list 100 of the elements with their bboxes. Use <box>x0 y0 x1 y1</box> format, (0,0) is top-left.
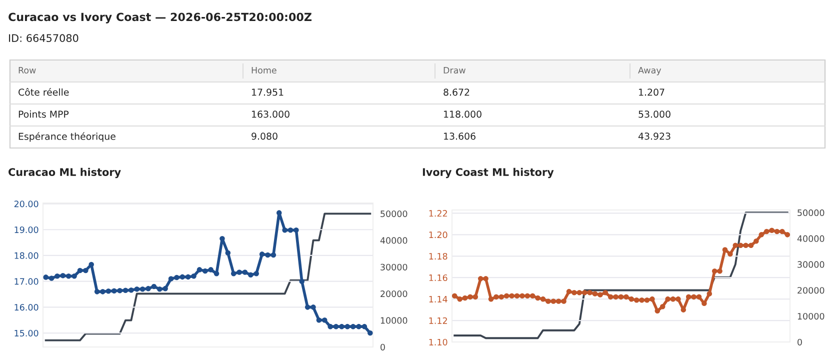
point <box>362 324 368 330</box>
y2-tick-label: 10000 <box>798 312 824 320</box>
y2-tick-label: 20000 <box>798 287 824 294</box>
point <box>140 286 146 292</box>
point <box>111 288 117 294</box>
point <box>356 324 362 330</box>
point <box>128 287 134 293</box>
y-tick-label: 17.00 <box>14 278 38 285</box>
y-tick-label: 15.00 <box>14 330 38 336</box>
text: 163.000 <box>252 110 290 118</box>
y-tick-label: 1.20 <box>429 232 448 238</box>
point <box>72 274 77 279</box>
y2-tick-label: 30000 <box>798 261 824 268</box>
point <box>310 304 316 310</box>
point <box>225 250 231 256</box>
y2-tick-label: 40000 <box>797 235 824 242</box>
text: 1.207 <box>639 88 664 96</box>
y2-tick-label: 10000 <box>380 317 408 324</box>
point <box>162 286 168 292</box>
point <box>248 272 254 278</box>
point <box>174 274 180 280</box>
y-tick-label: 1.16 <box>429 274 448 282</box>
chart-title: Ivory Coast ML history <box>422 168 554 178</box>
point <box>60 273 66 278</box>
y2-tick-label: 30000 <box>380 264 408 270</box>
point <box>122 288 128 294</box>
text: Row <box>18 67 36 74</box>
point <box>344 324 350 330</box>
text: Points MPP <box>18 110 69 118</box>
text: 8.672 <box>444 88 470 96</box>
point <box>294 228 299 233</box>
point <box>185 274 191 280</box>
point <box>66 274 72 279</box>
text: Home <box>252 67 276 74</box>
point <box>202 268 208 274</box>
point <box>333 324 339 330</box>
point <box>77 268 83 274</box>
point <box>276 210 282 216</box>
chart-title: Curacao ML history <box>8 168 121 178</box>
text: Away <box>638 67 662 76</box>
point <box>157 286 162 292</box>
point <box>220 236 225 242</box>
y2-tick-label: 40000 <box>380 237 408 244</box>
point <box>94 289 100 294</box>
y2-tick-label: 50000 <box>798 209 824 216</box>
y-tick-label: 1.22 <box>429 210 447 217</box>
text: Curacao vs Ivory Coast — 2026-06-25T20:00:00Z <box>8 12 312 24</box>
text: Draw <box>444 67 466 74</box>
point <box>254 270 259 276</box>
point <box>270 252 276 258</box>
point <box>106 288 112 294</box>
point <box>350 324 356 330</box>
point <box>83 268 88 274</box>
point <box>368 330 373 336</box>
text: 13.606 <box>444 132 476 140</box>
point <box>339 324 344 330</box>
point <box>180 274 186 280</box>
point <box>265 252 270 258</box>
point <box>208 267 214 272</box>
y2-tick-label: 0 <box>798 338 802 346</box>
point <box>54 274 60 279</box>
point <box>316 317 322 323</box>
point <box>196 267 202 272</box>
point <box>168 276 174 282</box>
y2-tick-label: 0 <box>380 344 385 350</box>
point <box>191 274 196 279</box>
y-tick-label: 1.12 <box>429 317 447 324</box>
text: 43.923 <box>638 132 670 140</box>
text: ID: 66457080 <box>9 34 78 42</box>
y2-tick-label: 50000 <box>380 210 408 218</box>
text: Espérance théorique <box>18 132 116 142</box>
point <box>117 288 122 294</box>
point <box>151 284 157 290</box>
point <box>242 270 248 275</box>
text: 118.000 <box>444 110 482 118</box>
y-tick-label: 19.00 <box>14 226 38 234</box>
y-tick-label: 1.10 <box>429 338 448 346</box>
point <box>304 304 310 310</box>
y-tick-label: 18.00 <box>14 252 38 259</box>
text: 17.951 <box>252 88 284 96</box>
text: Côte réelle <box>18 88 69 96</box>
point <box>134 286 140 292</box>
text: 53.000 <box>638 110 670 118</box>
point <box>230 270 236 276</box>
y-tick-label: 16.00 <box>14 304 38 311</box>
y-tick-label: 1.14 <box>429 296 448 302</box>
point <box>259 252 265 257</box>
point <box>282 228 288 233</box>
point <box>299 278 305 284</box>
point <box>322 317 328 323</box>
point <box>100 289 106 294</box>
point <box>43 274 48 280</box>
y-tick-label: 20.00 <box>14 200 38 208</box>
y-tick-label: 1.18 <box>429 252 448 260</box>
point <box>236 270 242 275</box>
point <box>288 228 294 233</box>
point <box>48 276 54 281</box>
y2-tick-label: 20000 <box>380 290 408 298</box>
point <box>328 324 333 330</box>
line-series <box>454 212 788 340</box>
